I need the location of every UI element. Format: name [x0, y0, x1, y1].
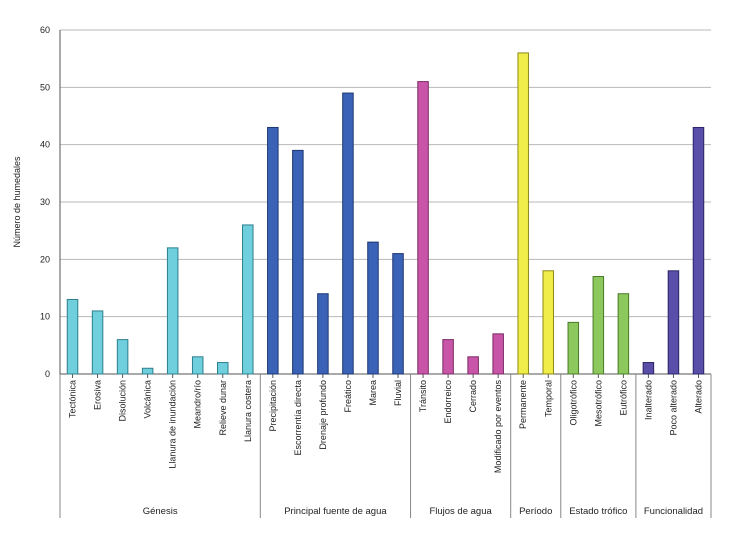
category-label: Endorreico: [443, 380, 453, 424]
category-label: Permanente: [518, 380, 528, 429]
bar: [392, 253, 404, 375]
bar: [442, 339, 454, 375]
y-tick-label: 0: [45, 369, 50, 379]
category-label: Llanura costera: [243, 380, 253, 442]
bar: [191, 356, 204, 375]
category-label: Cerrado: [468, 380, 478, 413]
bars: [66, 52, 705, 375]
gridlines: [60, 29, 711, 318]
bar: [216, 362, 229, 375]
group-label: Estado trófico: [569, 506, 627, 517]
category-label: Alterado: [693, 380, 703, 414]
bar: [617, 293, 630, 375]
bar: [492, 333, 504, 375]
y-tick-label: 60: [40, 25, 50, 35]
y-tick-label: 30: [40, 197, 50, 207]
category-label: Erosiva: [93, 380, 103, 410]
category-label: Meandro/río: [193, 380, 203, 429]
bar: [267, 126, 279, 375]
bar: [417, 81, 429, 375]
category-label: Precipitación: [268, 380, 278, 432]
group-label: Funcionalidad: [644, 506, 703, 517]
bar: [116, 339, 129, 375]
category-label: Fluvial: [393, 380, 403, 406]
category-label: Eutrófico: [618, 380, 628, 416]
bar: [292, 149, 304, 375]
category-label: Escorrentía directa: [293, 380, 303, 456]
bar: [542, 270, 555, 375]
bar: [242, 224, 254, 375]
category-label: Modificado por eventos: [493, 380, 503, 474]
category-labels: Tectónica Erosiva Disolución Volcánica Llanu…: [68, 380, 704, 474]
category-label: Oligotrófico: [568, 380, 578, 426]
group-label: Génesis: [143, 506, 178, 517]
category-label: Mesotrófico: [593, 380, 603, 427]
bar: [66, 298, 79, 375]
bar: [567, 321, 580, 375]
bar: [667, 270, 680, 375]
category-label: Freático: [343, 380, 353, 413]
category-label: Poco alterado: [668, 380, 678, 436]
y-tick-label: 10: [40, 312, 50, 322]
bar: [517, 52, 529, 375]
bar: [91, 310, 104, 375]
y-axis-label: Número de humedales: [12, 156, 22, 248]
category-label: Relieve dunar: [218, 380, 228, 436]
group-label: Flujos de agua: [429, 506, 492, 517]
bar: [141, 367, 154, 375]
category-label: Volcánica: [143, 380, 153, 419]
category-label: Disolución: [118, 380, 128, 422]
group-label: Período: [519, 506, 552, 517]
bar: [692, 126, 705, 375]
y-tick-label: 40: [40, 140, 50, 150]
bar: [342, 92, 354, 375]
category-label: Inalterado: [643, 380, 653, 420]
category-label: Marea: [368, 380, 378, 406]
y-tick-label: 20: [40, 254, 50, 264]
category-label: Tectónica: [68, 380, 78, 418]
category-label: Temporal: [543, 380, 553, 417]
category-label: Tránsito: [418, 380, 428, 412]
bar: [467, 356, 479, 375]
bar: [592, 276, 605, 375]
bar: [166, 247, 179, 375]
group-label: Principal fuente de agua: [284, 506, 387, 517]
bar: [642, 362, 655, 375]
category-label: Llanura de inundación: [168, 380, 178, 469]
bar: [317, 293, 329, 375]
group-labels: Génesis Principal fuente de agua Flujos de…: [59, 374, 712, 518]
category-label: Drenaje profundo: [318, 380, 328, 450]
bar: [367, 241, 379, 375]
y-tick-label: 50: [40, 82, 50, 92]
